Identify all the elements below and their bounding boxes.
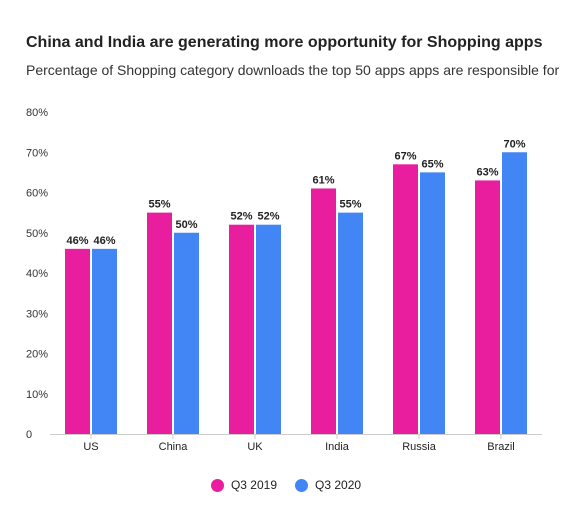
- y-tick-label: 50%: [26, 228, 48, 240]
- chart-title: China and India are generating more oppo…: [26, 34, 543, 51]
- bar-chart: 0 10% 20% 30% 40% 50% 60% 70% 80% 46% 46% US 55% 50% C…: [26, 107, 542, 453]
- x-tick-label: Russia: [402, 441, 437, 453]
- legend-item-q3-2019: Q3 2019: [210, 478, 277, 492]
- bar-india-q3-2020: [338, 212, 363, 434]
- data-label: 65%: [421, 158, 443, 170]
- data-label: 52%: [230, 211, 252, 223]
- data-label: 70%: [503, 138, 525, 150]
- data-label: 55%: [339, 199, 361, 211]
- bar-uk-q3-2019: [229, 224, 254, 434]
- legend-item-q3-2020: Q3 2020: [295, 478, 361, 492]
- x-tick-label: India: [325, 441, 350, 453]
- bar-uk-q3-2020: [256, 224, 281, 434]
- y-tick-label: 0: [26, 429, 32, 441]
- data-label: 63%: [476, 166, 498, 178]
- x-tick-label: US: [83, 441, 98, 453]
- bar-russia-q3-2019: [393, 164, 418, 434]
- bar-russia-q3-2020: [420, 172, 445, 434]
- bar-china-q3-2019: [147, 212, 172, 434]
- bar-us-q3-2019: [65, 248, 90, 434]
- data-label: 50%: [175, 219, 197, 231]
- legend: Q3 2019 Q3 2020: [0, 478, 572, 492]
- data-label: 67%: [394, 150, 416, 162]
- y-tick-label: 80%: [26, 107, 48, 119]
- x-tick-label: UK: [247, 441, 263, 453]
- bar-china-q3-2020: [174, 232, 199, 434]
- y-tick-label: 70%: [26, 147, 48, 159]
- legend-swatch-q3-2019: [210, 478, 224, 492]
- y-tick-label: 30%: [26, 308, 48, 320]
- x-tick-label: China: [159, 441, 189, 453]
- data-label: 52%: [257, 211, 279, 223]
- data-label: 46%: [93, 235, 115, 247]
- bar-india-q3-2019: [311, 188, 336, 434]
- chart-subtitle: Percentage of Shopping category download…: [26, 62, 560, 78]
- y-tick-label: 60%: [26, 188, 48, 200]
- data-label: 46%: [66, 235, 88, 247]
- bar-brazil-q3-2019: [475, 180, 500, 434]
- legend-swatch-q3-2020: [295, 478, 308, 492]
- legend-label-q3-2019: Q3 2019: [230, 478, 277, 492]
- bar-brazil-q3-2020: [502, 152, 527, 434]
- y-tick-label: 10%: [26, 389, 48, 401]
- data-label: 55%: [148, 199, 170, 211]
- x-tick-label: Brazil: [487, 441, 515, 453]
- legend-label-q3-2020: Q3 2020: [315, 478, 362, 492]
- y-tick-label: 20%: [26, 349, 48, 361]
- bar-us-q3-2020: [92, 248, 117, 434]
- y-tick-label: 40%: [26, 268, 48, 280]
- data-label: 61%: [312, 174, 334, 186]
